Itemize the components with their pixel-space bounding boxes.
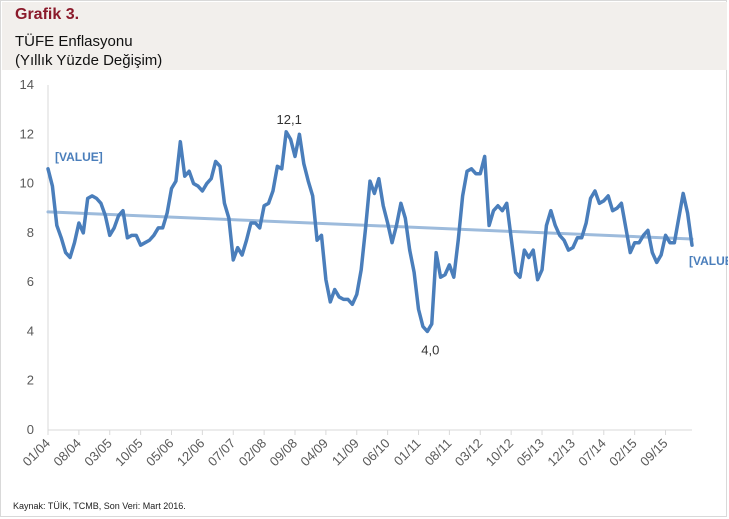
x-tick-label: 03/12 — [452, 436, 486, 470]
x-tick-label: 01/11 — [391, 436, 424, 469]
axes-layer — [47, 85, 692, 431]
trough-label: 4,0 — [421, 342, 439, 357]
x-tick-label: 02/15 — [606, 436, 640, 470]
chart-title: TÜFE Enflasyonu — [15, 33, 133, 50]
x-tick-label: 05/06 — [143, 436, 177, 470]
cpi-series-line — [46, 130, 694, 334]
x-tick-label: 08/04 — [50, 436, 84, 470]
y-tick-label: 8 — [27, 225, 34, 240]
x-tick-label: 12/06 — [174, 436, 208, 470]
y-tick-label: 2 — [27, 373, 34, 388]
chart-header: Grafik 3. TÜFE Enflasyonu (Yıllık Yüzde … — [2, 2, 727, 70]
peak-label: 12,1 — [277, 112, 302, 127]
figure-number: Grafik 3. — [15, 6, 80, 23]
end-value-label: [VALUE] — [689, 254, 728, 268]
annotations: 12,1 4,0 [VALUE] [VALUE] — [55, 112, 729, 358]
x-tick-label: 07/07 — [205, 436, 239, 470]
x-tick-label: 03/05 — [81, 436, 115, 470]
start-value-label: [VALUE] — [55, 150, 103, 164]
x-tick-label: 12/13 — [544, 436, 578, 470]
x-tick-label: 10/12 — [483, 436, 517, 470]
y-tick-label: 10 — [20, 176, 34, 191]
x-tick-label: 01/04 — [20, 436, 54, 470]
chart-subtitle: (Yıllık Yüzde Değişim) — [15, 52, 163, 69]
x-tick-label: 10/05 — [112, 436, 146, 470]
y-ticks: 0 2 4 6 8 10 12 14 — [20, 77, 34, 437]
x-tick-label: 11/09 — [329, 436, 362, 469]
x-tick-label: 02/08 — [236, 436, 270, 470]
x-tick-label: 04/09 — [297, 436, 331, 470]
trend-layer — [46, 210, 694, 241]
y-tick-label: 6 — [27, 274, 34, 289]
x-tick-label: 09/08 — [267, 436, 301, 470]
x-tick-label: 08/11 — [422, 436, 455, 469]
source-note: Kaynak: TÜİK, TCMB, Son Veri: Mart 2016. — [13, 501, 186, 511]
y-tick-label: 12 — [20, 126, 34, 141]
y-tick-label: 4 — [27, 323, 34, 338]
x-ticks: 01/0408/0403/0510/0505/0612/0607/0702/08… — [20, 430, 671, 469]
series-layer — [46, 130, 694, 334]
x-tick-label: 07/14 — [575, 436, 609, 470]
y-tick-label: 14 — [20, 77, 34, 92]
y-tick-label: 0 — [27, 422, 34, 437]
x-tick-label: 05/13 — [514, 436, 548, 470]
x-tick-label: 06/10 — [359, 436, 393, 470]
x-tick-label: 09/15 — [637, 436, 671, 470]
chart-area: 0 2 4 6 8 10 12 14 01/04 08/04 03/05 10/05 05/06 12/… — [1, 71, 729, 496]
trend-line — [46, 210, 694, 241]
